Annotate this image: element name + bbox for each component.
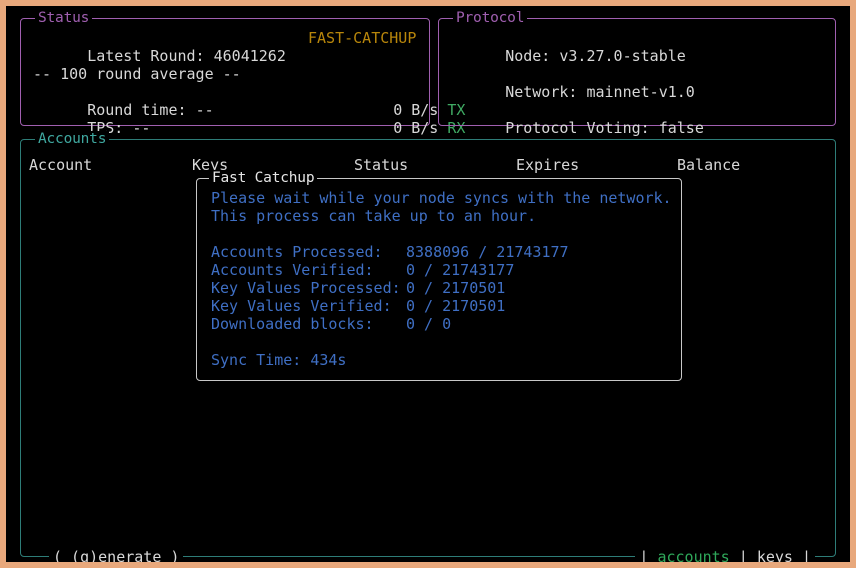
stat-label-accounts-verified: Accounts Verified: bbox=[211, 261, 374, 279]
node-value: v3.27.0-stable bbox=[559, 47, 686, 65]
column-header-status[interactable]: Status bbox=[354, 156, 409, 174]
fast-catchup-dialog: Fast Catchup Please wait while your node… bbox=[196, 170, 682, 381]
protocol-panel-title: Protocol bbox=[453, 10, 528, 26]
latest-round: Latest Round: 46041262 bbox=[33, 29, 286, 83]
network-name: Network: mainnet-v1.0 bbox=[451, 65, 695, 119]
stat-label-downloaded-blocks: Downloaded blocks: bbox=[211, 315, 374, 333]
voting-label: Protocol Voting: bbox=[505, 119, 659, 137]
rx-rate-value: 0 B/s bbox=[393, 119, 448, 137]
column-header-balance[interactable]: Balance bbox=[677, 156, 741, 174]
network-value: mainnet-v1.0 bbox=[586, 83, 695, 101]
tab-separator-right: | bbox=[801, 548, 811, 562]
status-badge: FAST-CATCHUP bbox=[308, 29, 417, 47]
stat-label-key-values-verified: Key Values Verified: bbox=[211, 297, 392, 315]
node-label: Node: bbox=[505, 47, 560, 65]
latest-round-value: 46041262 bbox=[213, 47, 286, 65]
catchup-message-line-2: This process can take up to an hour. bbox=[211, 207, 537, 225]
tx-rate-row: 0 B/s TX bbox=[339, 83, 465, 137]
rx-label: RX bbox=[447, 119, 466, 137]
catchup-message-line-1: Please wait while your node syncs with t… bbox=[211, 189, 672, 207]
stat-value-key-values-verified: 0 / 2170501 bbox=[406, 297, 506, 315]
sync-time-value: 434s bbox=[310, 351, 347, 369]
round-time: Round time: -- bbox=[33, 83, 214, 137]
sync-time-label: Sync Time: bbox=[211, 351, 311, 369]
stat-label-key-values-processed: Key Values Processed: bbox=[211, 279, 401, 297]
tab-accounts[interactable]: accounts bbox=[657, 548, 730, 562]
tab-separator-mid: | bbox=[738, 548, 748, 562]
accounts-table-header: Account Keys Status Expires Balance bbox=[21, 155, 835, 175]
average-header: -- 100 round average -- bbox=[33, 65, 241, 83]
stat-value-downloaded-blocks: 0 / 0 bbox=[406, 315, 452, 333]
tx-rate-value: 0 B/s bbox=[393, 101, 448, 119]
column-header-expires[interactable]: Expires bbox=[516, 156, 580, 174]
status-panel: Status Latest Round: 46041262 FAST-CATCH… bbox=[20, 10, 465, 137]
round-time-label: Round time: bbox=[87, 101, 196, 119]
protocol-panel: Protocol Node: v3.27.0-stable Network: m… bbox=[438, 10, 836, 137]
round-time-value: -- bbox=[195, 101, 214, 119]
tab-keys[interactable]: keys bbox=[756, 548, 793, 562]
stat-value-accounts-verified: 0 / 21743177 bbox=[406, 261, 515, 279]
sync-time: Sync Time: 434s bbox=[211, 351, 346, 369]
latest-round-label: Latest Round: bbox=[87, 47, 214, 65]
voting-value: false bbox=[658, 119, 704, 137]
column-header-keys[interactable]: Keys bbox=[192, 156, 229, 174]
accounts-panel: Accounts Account Keys Status Expires Bal… bbox=[20, 131, 836, 562]
tx-label: TX bbox=[447, 101, 466, 119]
tps-value: -- bbox=[132, 119, 151, 137]
column-header-account[interactable]: Account bbox=[29, 156, 93, 174]
footer-tab-bar: | accounts | keys | bbox=[635, 548, 815, 562]
accounts-panel-title: Accounts bbox=[35, 131, 110, 147]
stat-value-accounts-processed: 8388096 / 21743177 bbox=[406, 243, 569, 261]
status-panel-title: Status bbox=[35, 10, 93, 26]
stat-label-accounts-processed: Accounts Processed: bbox=[211, 243, 383, 261]
stat-value-key-values-processed: 0 / 2170501 bbox=[406, 279, 506, 297]
protocol-voting: Protocol Voting: false bbox=[451, 101, 704, 155]
network-label: Network: bbox=[505, 83, 587, 101]
node-version: Node: v3.27.0-stable bbox=[451, 29, 686, 83]
rx-rate-row: 0 B/s RX bbox=[339, 101, 465, 155]
tab-separator-left: | bbox=[639, 548, 649, 562]
fast-catchup-dialog-title: Fast Catchup bbox=[209, 170, 318, 186]
terminal-window: Status Latest Round: 46041262 FAST-CATCH… bbox=[6, 6, 850, 562]
generate-action-button[interactable]: ( (g)enerate ) bbox=[49, 548, 184, 562]
